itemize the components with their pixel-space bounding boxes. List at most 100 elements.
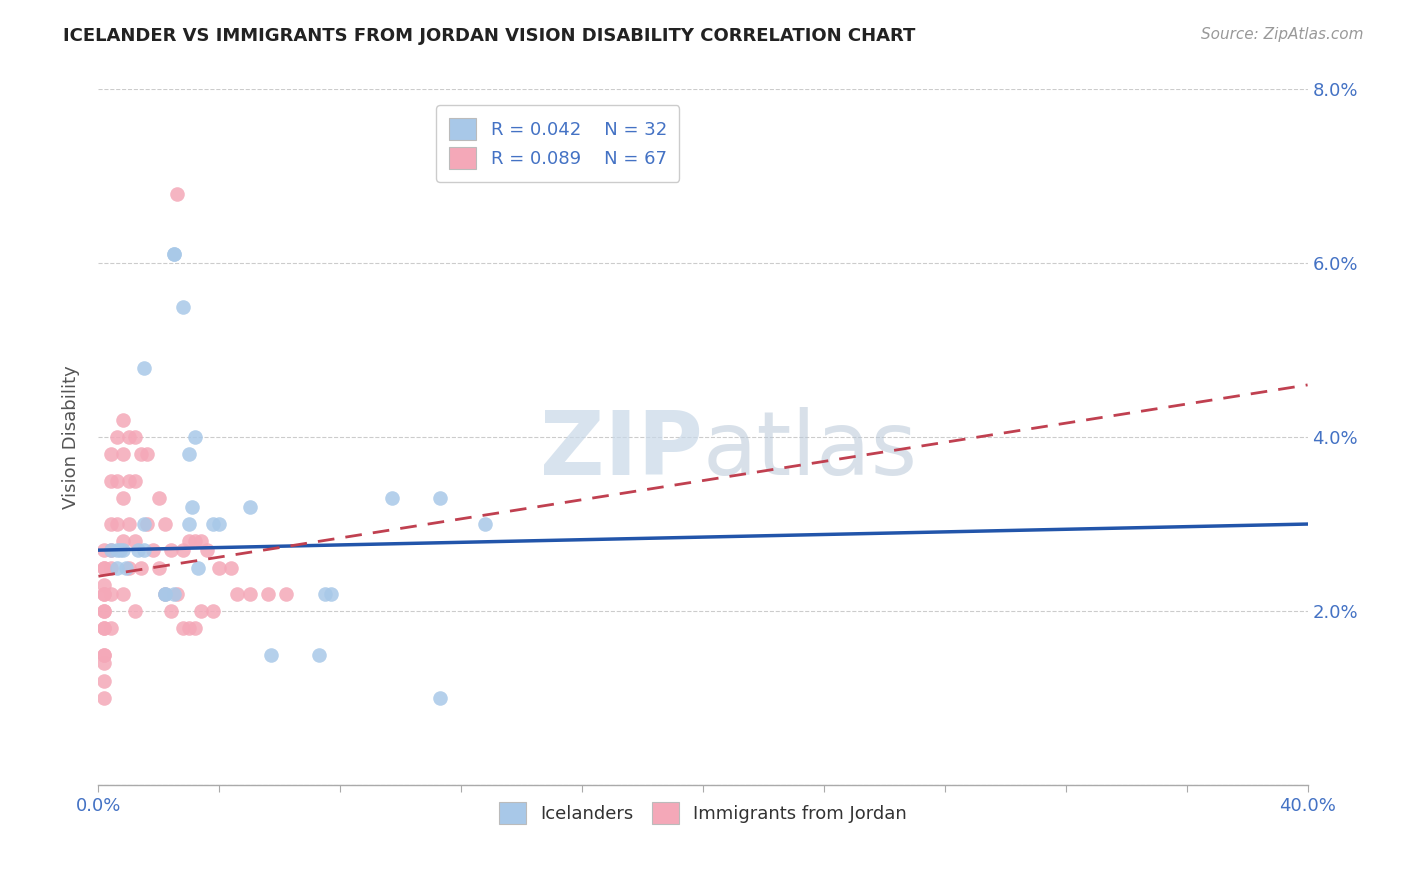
Point bbox=[93, 648, 115, 662]
Point bbox=[100, 587, 122, 601]
Point bbox=[100, 543, 122, 558]
Point bbox=[111, 491, 134, 505]
Point bbox=[93, 673, 115, 688]
Point bbox=[202, 516, 225, 531]
Point bbox=[163, 247, 186, 261]
Point bbox=[93, 560, 115, 574]
Point bbox=[93, 587, 115, 601]
Point bbox=[187, 560, 209, 574]
Point bbox=[474, 516, 496, 531]
Point bbox=[93, 690, 115, 705]
Point bbox=[111, 587, 134, 601]
Text: atlas: atlas bbox=[703, 408, 918, 494]
Point bbox=[132, 543, 155, 558]
Point bbox=[93, 604, 115, 618]
Point bbox=[172, 543, 194, 558]
Point bbox=[308, 648, 330, 662]
Point bbox=[208, 560, 231, 574]
Point bbox=[124, 430, 146, 444]
Point bbox=[124, 474, 146, 488]
Text: ICELANDER VS IMMIGRANTS FROM JORDAN VISION DISABILITY CORRELATION CHART: ICELANDER VS IMMIGRANTS FROM JORDAN VISI… bbox=[63, 27, 915, 45]
Point bbox=[111, 447, 134, 462]
Point bbox=[100, 516, 122, 531]
Legend: Icelanders, Immigrants from Jordan: Icelanders, Immigrants from Jordan bbox=[492, 795, 914, 831]
Point bbox=[93, 657, 115, 671]
Point bbox=[108, 543, 131, 558]
Text: Source: ZipAtlas.com: Source: ZipAtlas.com bbox=[1201, 27, 1364, 42]
Point bbox=[93, 604, 115, 618]
Point bbox=[153, 587, 176, 601]
Point bbox=[274, 587, 297, 601]
Point bbox=[105, 560, 128, 574]
Point bbox=[93, 578, 115, 592]
Point bbox=[100, 621, 122, 635]
Point bbox=[314, 587, 336, 601]
Point bbox=[321, 587, 343, 601]
Point bbox=[429, 491, 451, 505]
Point bbox=[153, 587, 176, 601]
Point bbox=[129, 447, 152, 462]
Point bbox=[118, 560, 141, 574]
Point bbox=[100, 560, 122, 574]
Point bbox=[179, 534, 201, 549]
Point bbox=[135, 516, 157, 531]
Point bbox=[132, 360, 155, 375]
Point bbox=[124, 604, 146, 618]
Point bbox=[208, 516, 231, 531]
Point bbox=[160, 543, 183, 558]
Point bbox=[93, 587, 115, 601]
Point bbox=[172, 621, 194, 635]
Point bbox=[129, 560, 152, 574]
Point bbox=[93, 621, 115, 635]
Point bbox=[105, 430, 128, 444]
Point bbox=[93, 560, 115, 574]
Point bbox=[163, 247, 186, 261]
Point bbox=[111, 543, 134, 558]
Point bbox=[226, 587, 249, 601]
Point bbox=[148, 560, 170, 574]
Point bbox=[239, 587, 262, 601]
Point bbox=[195, 543, 218, 558]
Point bbox=[184, 534, 207, 549]
Y-axis label: Vision Disability: Vision Disability bbox=[62, 365, 80, 509]
Point bbox=[105, 474, 128, 488]
Point bbox=[166, 587, 188, 601]
Point bbox=[100, 447, 122, 462]
Point bbox=[429, 690, 451, 705]
Point bbox=[202, 604, 225, 618]
Point bbox=[105, 543, 128, 558]
Point bbox=[260, 648, 283, 662]
Text: ZIP: ZIP bbox=[540, 408, 703, 494]
Point bbox=[135, 447, 157, 462]
Point bbox=[127, 543, 149, 558]
Point bbox=[190, 534, 212, 549]
Point bbox=[118, 516, 141, 531]
Point bbox=[184, 430, 207, 444]
Point bbox=[179, 621, 201, 635]
Point bbox=[93, 648, 115, 662]
Point bbox=[163, 587, 186, 601]
Point bbox=[153, 516, 176, 531]
Point bbox=[160, 604, 183, 618]
Point bbox=[118, 430, 141, 444]
Point bbox=[114, 560, 136, 574]
Point bbox=[190, 604, 212, 618]
Point bbox=[166, 186, 188, 201]
Point bbox=[111, 534, 134, 549]
Point bbox=[221, 560, 243, 574]
Point bbox=[124, 534, 146, 549]
Point bbox=[153, 587, 176, 601]
Point bbox=[105, 516, 128, 531]
Point bbox=[93, 621, 115, 635]
Point bbox=[148, 491, 170, 505]
Point bbox=[179, 516, 201, 531]
Point bbox=[100, 474, 122, 488]
Point bbox=[381, 491, 404, 505]
Point bbox=[132, 516, 155, 531]
Point bbox=[100, 543, 122, 558]
Point bbox=[239, 500, 262, 514]
Point bbox=[111, 412, 134, 426]
Point bbox=[118, 474, 141, 488]
Point bbox=[256, 587, 278, 601]
Point bbox=[181, 500, 204, 514]
